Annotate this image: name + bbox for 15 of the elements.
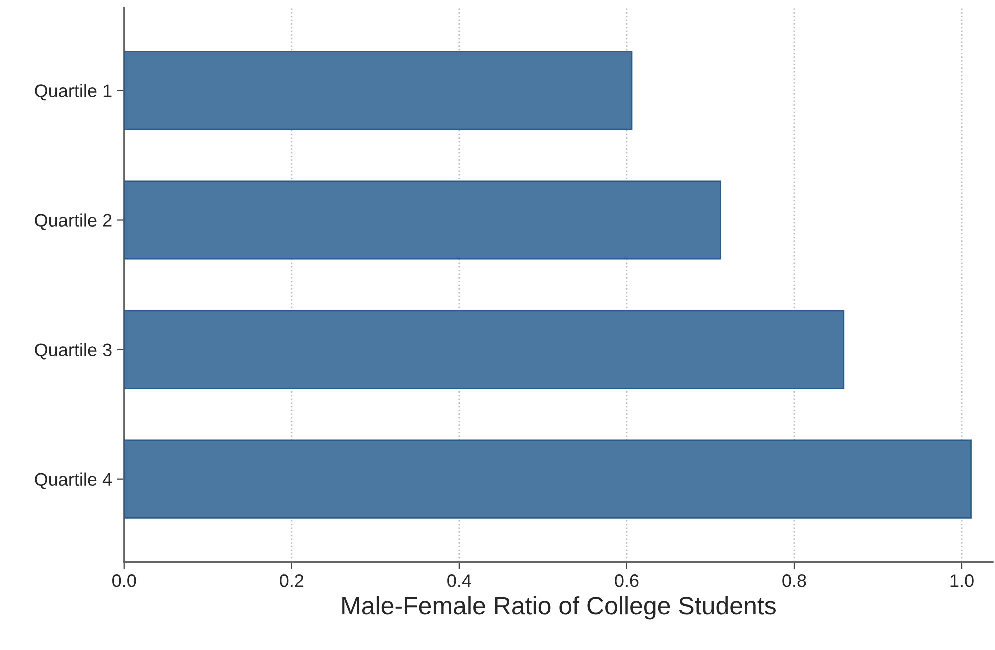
bar bbox=[124, 440, 972, 519]
x-tick-label: 1.0 bbox=[950, 574, 974, 588]
y-tick-label: Quartile 4 bbox=[35, 472, 112, 490]
x-tick-label: 0.0 bbox=[112, 574, 136, 588]
y-tick-label: Quartile 3 bbox=[35, 343, 112, 360]
bar bbox=[124, 310, 845, 390]
x-tick-label: 0.4 bbox=[448, 574, 472, 588]
x-axis-title: Male-Female Ratio of College Students bbox=[342, 596, 776, 620]
bar bbox=[124, 180, 722, 260]
x-tick-label: 0.2 bbox=[280, 574, 304, 588]
x-tick-label: 0.6 bbox=[615, 574, 639, 588]
bar bbox=[124, 51, 633, 130]
x-tick-label: 0.8 bbox=[782, 574, 806, 588]
y-tick-label: Quartile 2 bbox=[35, 214, 112, 230]
y-tick-label: Quartile 1 bbox=[35, 84, 112, 101]
